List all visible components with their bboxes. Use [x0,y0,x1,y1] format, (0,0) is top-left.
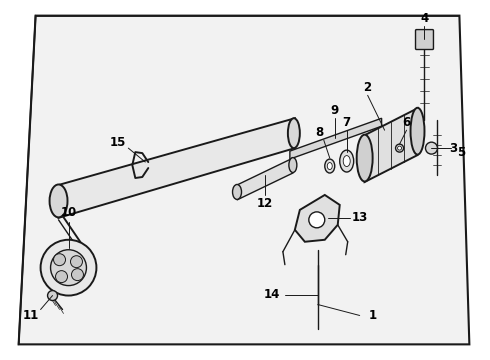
Circle shape [309,212,325,228]
Polygon shape [58,118,295,218]
Text: 1: 1 [368,309,377,322]
Circle shape [53,254,66,266]
Polygon shape [290,118,382,159]
Ellipse shape [289,158,297,172]
Circle shape [72,269,83,280]
Ellipse shape [325,159,335,173]
Ellipse shape [411,108,424,154]
Ellipse shape [343,156,350,167]
Text: 10: 10 [60,206,76,219]
Text: 8: 8 [316,126,324,139]
Text: 5: 5 [457,145,465,159]
Ellipse shape [233,184,242,199]
Circle shape [71,256,82,268]
Text: 11: 11 [23,309,39,322]
FancyBboxPatch shape [416,30,434,50]
Text: 4: 4 [420,12,429,25]
Ellipse shape [327,163,332,170]
Circle shape [41,240,97,296]
Ellipse shape [288,118,300,148]
Text: 13: 13 [351,211,368,224]
Ellipse shape [340,150,354,172]
Ellipse shape [395,144,404,152]
Polygon shape [295,195,340,242]
Circle shape [50,250,86,285]
Ellipse shape [49,184,68,217]
Ellipse shape [397,146,401,150]
Ellipse shape [357,135,372,181]
Text: 12: 12 [257,197,273,210]
Text: 2: 2 [364,81,372,94]
Text: 14: 14 [264,288,280,301]
Polygon shape [237,158,293,200]
Polygon shape [365,108,417,182]
Circle shape [48,291,57,301]
Text: 3: 3 [449,141,458,155]
Circle shape [55,271,68,283]
Text: 6: 6 [402,116,411,129]
Polygon shape [19,15,469,345]
Text: 9: 9 [331,104,339,117]
Text: 7: 7 [343,116,351,129]
Text: 15: 15 [110,136,126,149]
Circle shape [425,142,438,154]
